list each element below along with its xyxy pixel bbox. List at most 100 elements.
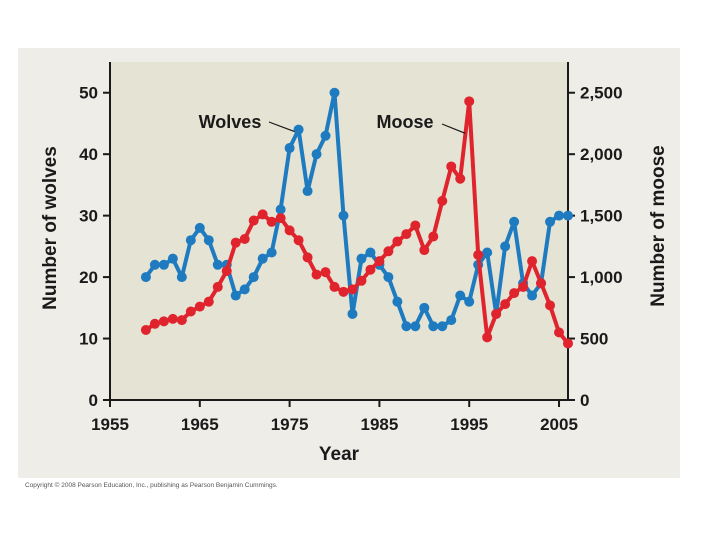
wolves-point [356, 253, 367, 264]
wolves-leader-line [268, 121, 295, 133]
y-right-tick-label: 2,000 [580, 145, 623, 164]
wolves-point [365, 247, 376, 258]
moose-point [212, 281, 223, 292]
wolves-point [500, 241, 511, 252]
wolves-point [158, 259, 169, 270]
moose-point [410, 220, 421, 231]
moose-leader-line [441, 123, 466, 134]
moose-point [293, 235, 304, 246]
wolves-point [410, 321, 421, 332]
copyright-notice: Copyright © 2008 Pearson Education, Inc.… [25, 481, 278, 489]
moose-point [149, 318, 160, 329]
y-left-tick-label: 0 [89, 391, 98, 410]
x-tick-label: 1985 [360, 415, 398, 434]
moose-point [527, 256, 538, 267]
moose-point [545, 300, 556, 311]
wolves-point [248, 272, 259, 283]
moose-point [329, 281, 340, 292]
moose-point [167, 313, 178, 324]
moose-point [473, 249, 484, 260]
y-right-tick-label: 0 [580, 391, 589, 410]
wolves-point [437, 321, 448, 332]
wolves-point [554, 210, 565, 221]
moose-point [356, 275, 367, 286]
wolves-point [302, 186, 313, 197]
moose-point [437, 195, 448, 206]
y-axis-left-title: Number of wolves [40, 146, 61, 310]
wolves-point [428, 321, 439, 332]
moose-point [257, 209, 268, 220]
moose-point [374, 256, 385, 267]
y-right-tick-label: 1,500 [580, 207, 623, 226]
x-tick-label: 2005 [540, 415, 578, 434]
moose-point [455, 173, 466, 184]
series-layer [140, 87, 573, 349]
y-axis-right-title: Number of moose [648, 145, 669, 307]
moose-point [248, 215, 259, 226]
wolves-point [230, 290, 241, 301]
wolves-point [167, 253, 178, 264]
wolves-point [482, 247, 493, 258]
wolves-point [239, 284, 250, 295]
wolves-point [545, 216, 556, 227]
x-tick-label: 1975 [271, 415, 309, 434]
wolves-point [419, 302, 430, 313]
wolves-point [257, 253, 268, 264]
moose-point [383, 246, 394, 257]
moose-point [275, 213, 286, 224]
moose-point [464, 96, 475, 107]
moose-point [266, 216, 277, 227]
wolves-point [401, 321, 412, 332]
moose-point [365, 264, 376, 275]
wolves-point [212, 259, 223, 270]
wolves-point [185, 235, 196, 246]
plot-area [110, 62, 568, 400]
moose-point [158, 316, 169, 327]
moose-point [509, 288, 520, 299]
moose-point [554, 327, 565, 338]
moose-point [563, 338, 573, 349]
y-left-tick-label: 50 [79, 84, 98, 103]
wolves-point [311, 149, 322, 160]
moose-point [482, 332, 493, 343]
moose-point [518, 281, 529, 292]
y-right-tick-label: 500 [580, 330, 608, 349]
moose-point [392, 236, 403, 247]
wolves-point [320, 130, 331, 141]
wolves-point [266, 247, 277, 258]
wolves-point [464, 296, 475, 307]
moose-point [491, 308, 502, 319]
wolves-point [194, 222, 205, 233]
moose-point [230, 237, 241, 248]
moose-point [284, 225, 295, 236]
moose-point [347, 284, 358, 295]
x-axis-title: Year [319, 444, 360, 465]
wolves-point [527, 290, 538, 301]
x-tick-label: 1995 [450, 415, 488, 434]
moose-point [428, 231, 439, 242]
wolves-point [176, 272, 187, 283]
moose-point [446, 161, 457, 172]
wolves-point [509, 216, 520, 227]
moose-series-label: Moose [376, 112, 433, 132]
wolves-point [203, 235, 214, 246]
wolves-point [149, 259, 160, 270]
wolves-point [392, 296, 403, 307]
wolves-point [446, 315, 457, 326]
labels-layer: Wolves Moose [199, 112, 466, 134]
wolves-point [563, 210, 573, 221]
y-left-tick-label: 30 [79, 207, 98, 226]
wolves-point [338, 210, 349, 221]
y-right-tick-label: 1,000 [580, 268, 623, 287]
y-left-tick-label: 20 [79, 268, 98, 287]
y-right-tick-label: 2,500 [580, 84, 623, 103]
moose-point [140, 324, 151, 335]
moose-point [311, 269, 322, 280]
y-left-tick-label: 10 [79, 330, 98, 349]
wolves-point [140, 272, 151, 283]
moose-point [401, 229, 412, 240]
x-tick-label: 1965 [181, 415, 219, 434]
moose-point [302, 252, 313, 263]
